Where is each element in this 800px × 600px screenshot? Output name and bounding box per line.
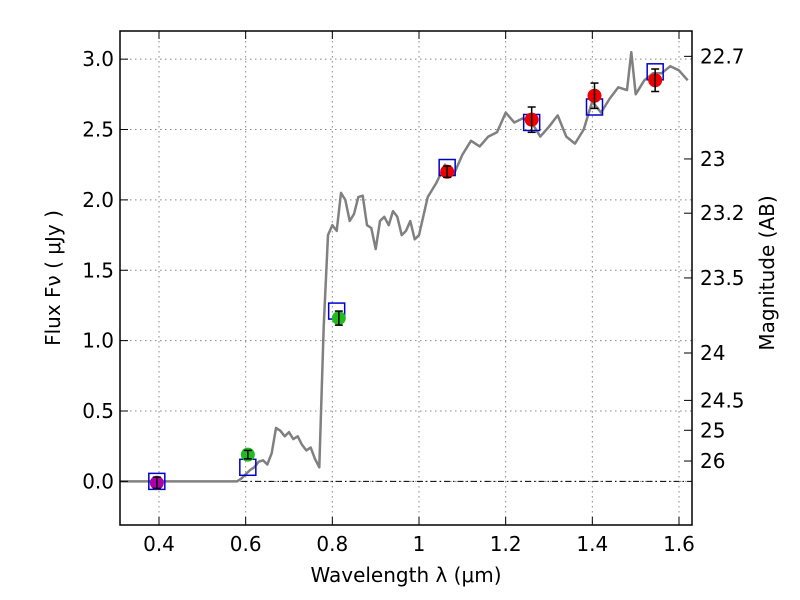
y-axis-ticks: 0.0 0.5 1.0 1.5 2.0 2.5 3.0 <box>82 47 128 493</box>
y-tick-label: 3.0 <box>82 47 114 71</box>
y-tick-label: 0.5 <box>82 399 114 423</box>
y-tick-label: 2.0 <box>82 188 114 212</box>
model-spectrum-series <box>120 50 689 483</box>
x-tick-label: 0.4 <box>143 532 175 556</box>
y-tick-label: 2.5 <box>82 118 114 142</box>
magnitude-tick-label: 23 <box>700 147 725 171</box>
magnitude-axis-ticks: 22.7 23 23.2 23.5 24 24.5 25 26 <box>684 44 745 473</box>
magnitude-tick-label: 24 <box>700 341 725 365</box>
x-axis-label: Wavelength λ (μm) <box>310 563 501 587</box>
magnitude-tick-label: 22.7 <box>700 44 745 68</box>
y-axis-label: Flux Fν ( μJy ) <box>41 210 65 346</box>
magnitude-tick-label: 25 <box>700 418 725 442</box>
y-tick-label: 1.0 <box>82 329 114 353</box>
x-tick-label: 1 <box>413 532 426 556</box>
magnitude-tick-label: 24.5 <box>700 388 745 412</box>
x-tick-label: 1.6 <box>663 532 695 556</box>
y-tick-label: 1.5 <box>82 258 114 282</box>
x-tick-label: 1.4 <box>576 532 608 556</box>
x-tick-label: 0.8 <box>316 532 348 556</box>
x-axis-ticks: 0.4 0.6 0.8 1 1.2 1.4 1.6 <box>143 31 695 556</box>
model-spectrum-line <box>120 50 689 483</box>
x-tick-label: 0.6 <box>230 532 262 556</box>
grid-lines <box>120 31 692 525</box>
x-tick-label: 1.2 <box>490 532 522 556</box>
model-photometry-series <box>148 63 664 491</box>
y-tick-label: 0.0 <box>82 469 114 493</box>
magnitude-axis-label: Magnitude (AB) <box>755 195 779 350</box>
magnitude-tick-label: 26 <box>700 449 725 473</box>
magnitude-tick-label: 23.5 <box>700 266 745 290</box>
magnitude-tick-label: 23.2 <box>700 201 745 225</box>
observed-flux-series <box>149 68 663 490</box>
